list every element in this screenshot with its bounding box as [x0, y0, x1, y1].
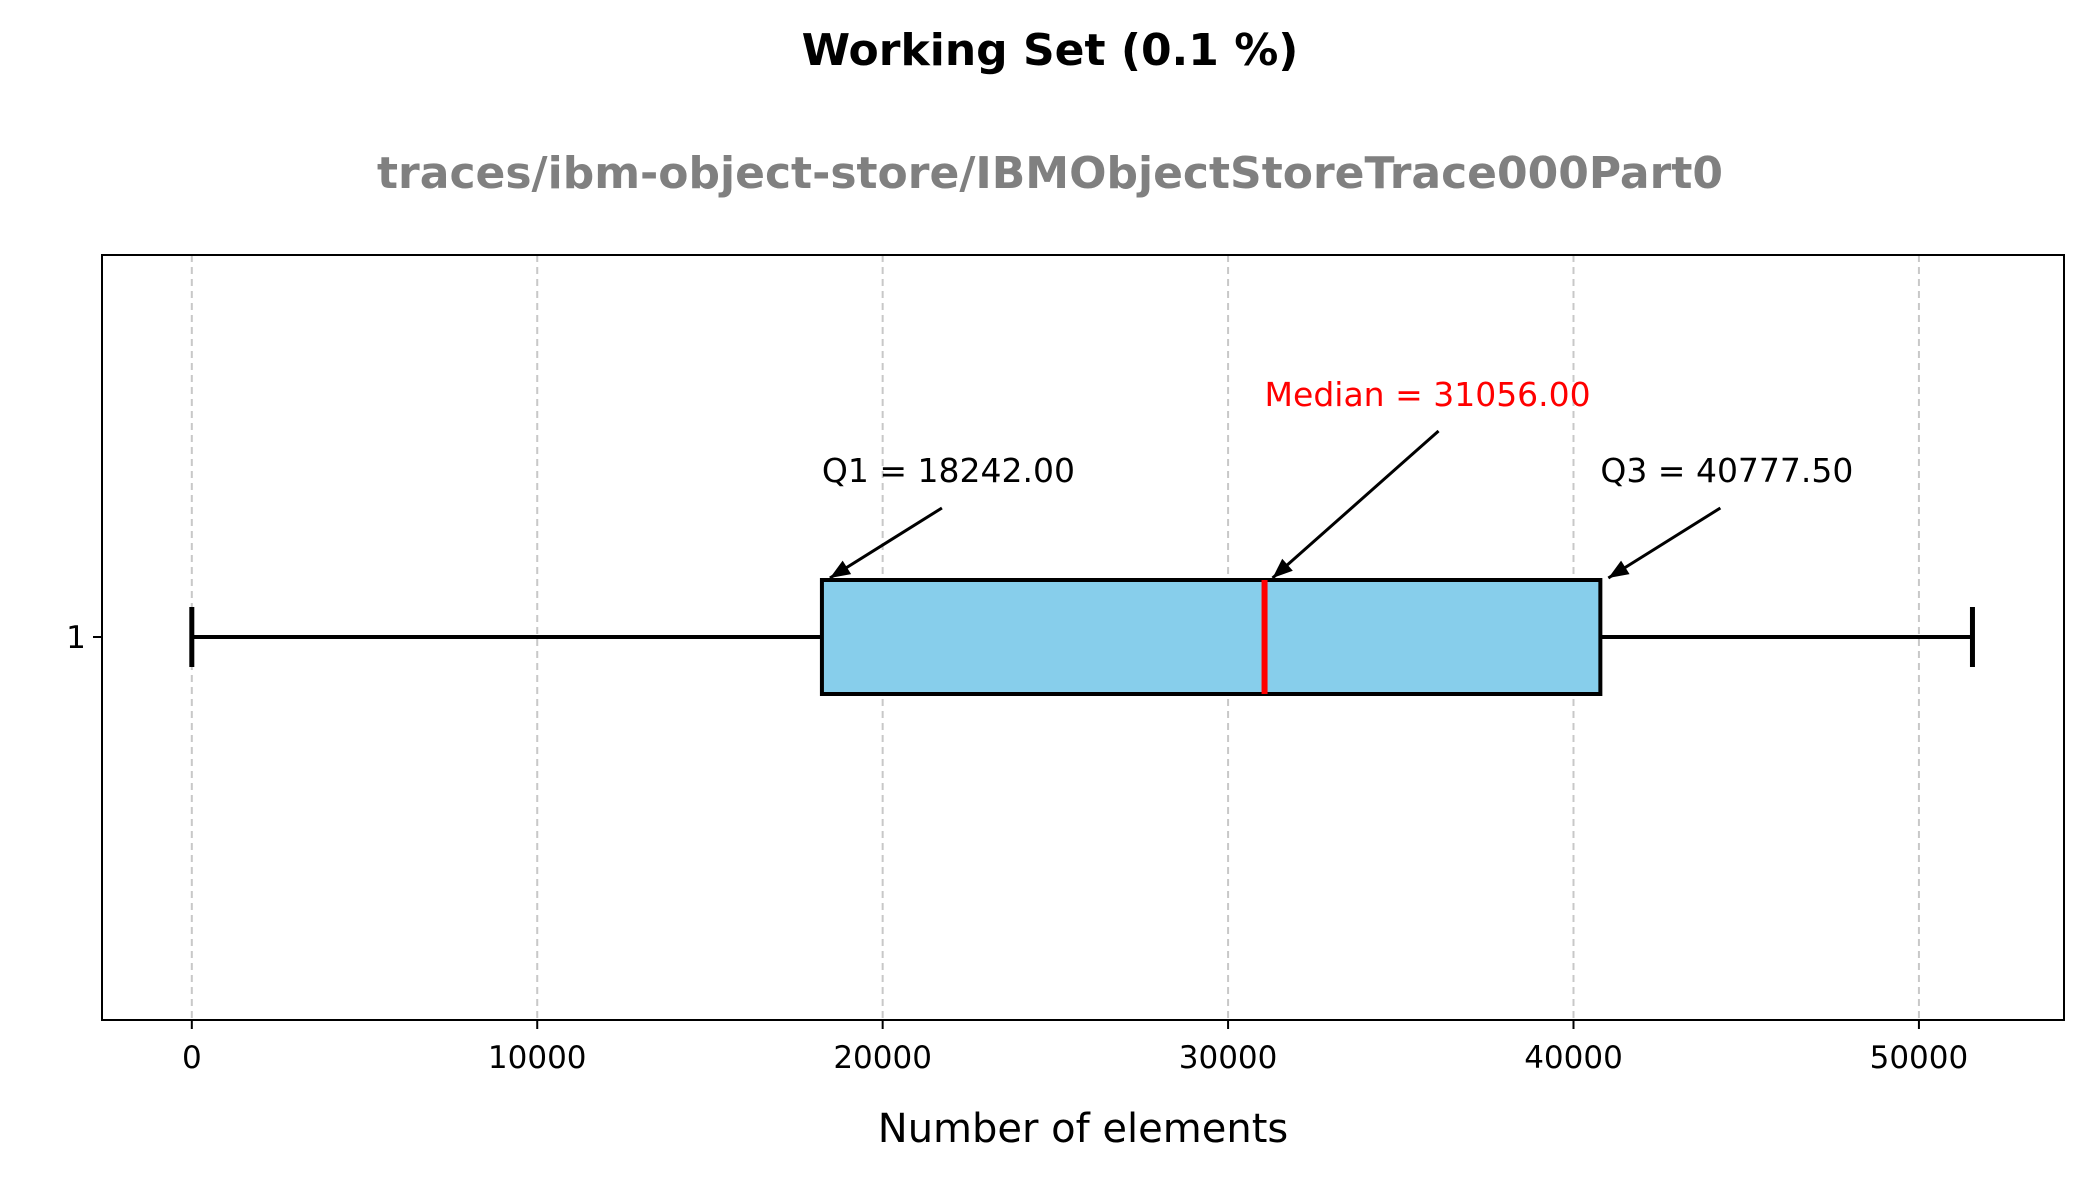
iqr-box: [819, 578, 1603, 696]
q1-arrow-head: [829, 560, 852, 578]
median-annotation: Median = 31056.00: [1265, 375, 1591, 414]
x-tick-label: 40000: [1524, 1040, 1623, 1076]
x-tick-label: 10000: [488, 1040, 587, 1076]
x-tick-label: 50000: [1870, 1040, 1969, 1076]
x-tick-label: 30000: [1179, 1040, 1278, 1076]
axes: 0 10000 20000 30000 40000 50000 1: [66, 620, 1968, 1076]
q3-arrow-line: [1607, 506, 1722, 580]
median-arrow-head: [1272, 558, 1293, 578]
chart-title: Working Set (0.1 %): [802, 25, 1299, 76]
q3-arrow-head: [1608, 560, 1630, 578]
x-axis-label: Number of elements: [878, 1106, 1288, 1152]
boxplot-series: [189, 578, 1975, 696]
q3-annotation: Q3 = 40777.50: [1600, 451, 1853, 490]
x-tick-label: 20000: [833, 1040, 932, 1076]
y-tick-label: 1: [66, 620, 86, 656]
x-tick-label: 0: [182, 1040, 202, 1076]
median-arrow-line: [1271, 429, 1440, 580]
q1-arrow-line: [829, 506, 943, 580]
grid-lines: [190, 255, 1920, 1020]
chart-subtitle: traces/ibm-object-store/IBMObjectStoreTr…: [377, 148, 1723, 199]
q1-annotation: Q1 = 18242.00: [822, 451, 1075, 490]
